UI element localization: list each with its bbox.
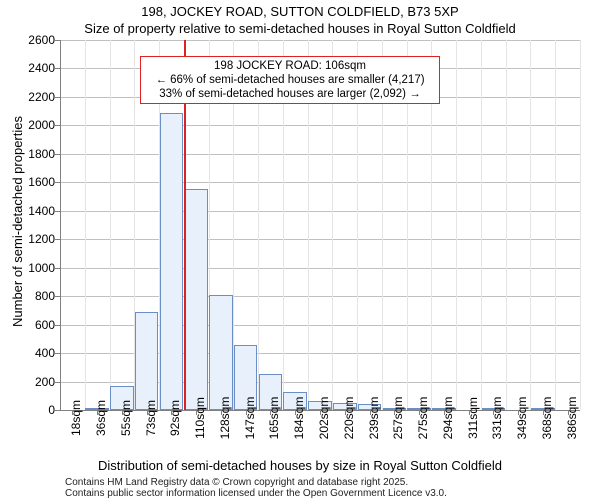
xtick-label: 184sqm (293, 397, 305, 440)
ytick-label: 2200 (5, 91, 55, 103)
annotation-line3: 33% of semi-detached houses are larger (… (145, 87, 435, 101)
gridline-h (60, 125, 580, 126)
xtick-label: 202sqm (318, 397, 330, 440)
xtick-label: 110sqm (194, 397, 206, 439)
ytick-label: 2000 (5, 119, 55, 131)
ytick-label: 0 (5, 404, 55, 416)
annotation-line1: 198 JOCKEY ROAD: 106sqm (145, 59, 435, 73)
marker-annotation: 198 JOCKEY ROAD: 106sqm← 66% of semi-det… (140, 56, 440, 104)
ytick-label: 2600 (5, 34, 55, 46)
gridline-v (85, 40, 86, 410)
y-axis-line (60, 40, 61, 410)
ytick-label: 600 (5, 319, 55, 331)
xtick-label: 128sqm (219, 397, 231, 440)
ytick-label: 1600 (5, 176, 55, 188)
gridline-v (555, 40, 556, 410)
gridline-h (60, 182, 580, 183)
xtick-label: 331sqm (491, 397, 503, 440)
gridline-v (110, 40, 111, 410)
xtick-label: 239sqm (368, 397, 380, 440)
histogram-bar (184, 189, 208, 410)
footer-line2: Contains public sector information licen… (65, 488, 447, 499)
xtick-label: 92sqm (169, 400, 181, 436)
xtick-label: 257sqm (392, 397, 404, 440)
histogram-bar (209, 295, 233, 410)
gridline-h (60, 211, 580, 212)
footer-line1: Contains HM Land Registry data © Crown c… (65, 477, 408, 488)
chart-title-line2: Size of property relative to semi-detach… (0, 21, 600, 36)
gridline-h (60, 154, 580, 155)
gridline-v (530, 40, 531, 410)
histogram-bar (160, 113, 184, 410)
ytick-label: 1800 (5, 148, 55, 160)
annotation-line2: ← 66% of semi-detached houses are smalle… (145, 73, 435, 87)
xtick-label: 275sqm (417, 397, 429, 440)
chart-plot-area: 198 JOCKEY ROAD: 106sqm← 66% of semi-det… (60, 40, 580, 410)
xtick-label: 165sqm (268, 397, 280, 440)
gridline-v (580, 40, 581, 410)
gridline-v (456, 40, 457, 410)
xtick-label: 36sqm (95, 400, 107, 436)
xtick-label: 147sqm (244, 397, 256, 440)
xtick-label: 368sqm (541, 397, 553, 440)
ytick-label: 400 (5, 347, 55, 359)
gridline-v (506, 40, 507, 410)
ytick-label: 1000 (5, 262, 55, 274)
x-axis-label: Distribution of semi-detached houses by … (0, 458, 600, 473)
xtick-label: 73sqm (145, 400, 157, 436)
ytick-label: 1200 (5, 233, 55, 245)
chart-title-line1: 198, JOCKEY ROAD, SUTTON COLDFIELD, B73 … (0, 4, 600, 19)
histogram-bar (135, 312, 159, 410)
gridline-h (60, 296, 580, 297)
ytick-label: 200 (5, 376, 55, 388)
gridline-v (481, 40, 482, 410)
xtick-label: 18sqm (70, 400, 82, 436)
ytick-label: 800 (5, 290, 55, 302)
xtick-label: 220sqm (343, 397, 355, 440)
gridline-h (60, 40, 580, 41)
gridline-h (60, 268, 580, 269)
ytick-label: 2400 (5, 62, 55, 74)
xtick-label: 386sqm (566, 397, 578, 440)
gridline-h (60, 239, 580, 240)
xtick-label: 294sqm (442, 397, 454, 440)
xtick-label: 311sqm (467, 397, 479, 439)
xtick-label: 55sqm (120, 400, 132, 436)
xtick-label: 349sqm (516, 397, 528, 440)
ytick-label: 1400 (5, 205, 55, 217)
